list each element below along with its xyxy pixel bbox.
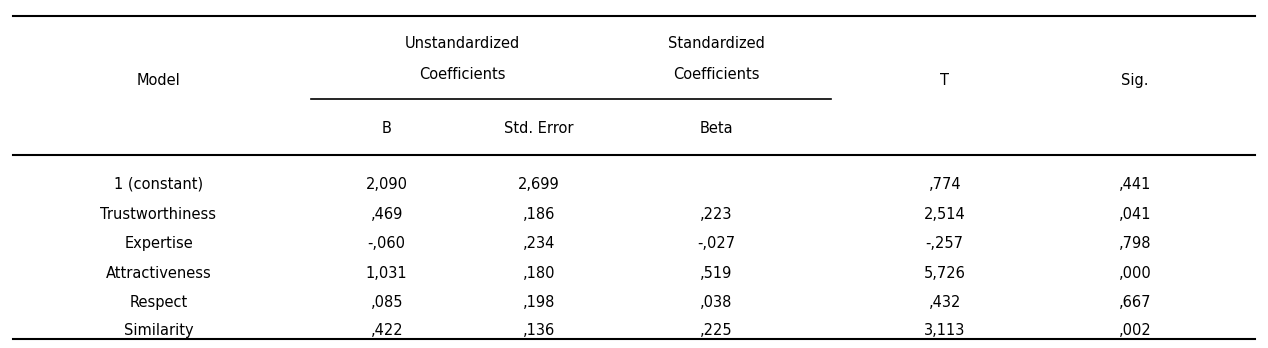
Text: 5,726: 5,726 [923, 266, 966, 281]
Text: ,519: ,519 [700, 266, 733, 281]
Text: Model: Model [137, 72, 180, 88]
Text: ,667: ,667 [1118, 295, 1151, 310]
Text: 1,031: 1,031 [366, 266, 407, 281]
Text: Similarity: Similarity [124, 323, 193, 338]
Text: -,257: -,257 [926, 236, 964, 251]
Text: ,774: ,774 [928, 177, 961, 192]
Text: Attractiveness: Attractiveness [105, 266, 212, 281]
Text: ,180: ,180 [522, 266, 555, 281]
Text: ,038: ,038 [700, 295, 733, 310]
Text: ,432: ,432 [928, 295, 961, 310]
Text: -,060: -,060 [368, 236, 406, 251]
Text: 2,090: 2,090 [365, 177, 408, 192]
Text: ,041: ,041 [1118, 206, 1151, 222]
Text: B: B [382, 121, 392, 136]
Text: ,223: ,223 [700, 206, 733, 222]
Text: ,225: ,225 [700, 323, 733, 338]
Text: 2,699: 2,699 [519, 177, 559, 192]
Text: Unstandardized: Unstandardized [406, 36, 520, 51]
Text: ,085: ,085 [370, 295, 403, 310]
Text: 3,113: 3,113 [924, 323, 965, 338]
Text: 2,514: 2,514 [924, 206, 965, 222]
Text: ,136: ,136 [522, 323, 555, 338]
Text: -,027: -,027 [697, 236, 735, 251]
Text: ,198: ,198 [522, 295, 555, 310]
Text: Std. Error: Std. Error [505, 121, 573, 136]
Text: Standardized: Standardized [668, 36, 765, 51]
Text: ,186: ,186 [522, 206, 555, 222]
Text: Coefficients: Coefficients [420, 67, 506, 82]
Text: ,469: ,469 [370, 206, 403, 222]
Text: Beta: Beta [700, 121, 733, 136]
Text: Coefficients: Coefficients [673, 67, 760, 82]
Text: ,441: ,441 [1118, 177, 1151, 192]
Text: 1 (constant): 1 (constant) [114, 177, 203, 192]
Text: ,422: ,422 [370, 323, 403, 338]
Text: Sig.: Sig. [1121, 72, 1149, 88]
Text: Respect: Respect [129, 295, 188, 310]
Text: Expertise: Expertise [124, 236, 193, 251]
Text: T: T [940, 72, 950, 88]
Text: Trustworthiness: Trustworthiness [100, 206, 217, 222]
Text: ,002: ,002 [1118, 323, 1151, 338]
Text: ,234: ,234 [522, 236, 555, 251]
Text: ,798: ,798 [1118, 236, 1151, 251]
Text: ,000: ,000 [1118, 266, 1151, 281]
